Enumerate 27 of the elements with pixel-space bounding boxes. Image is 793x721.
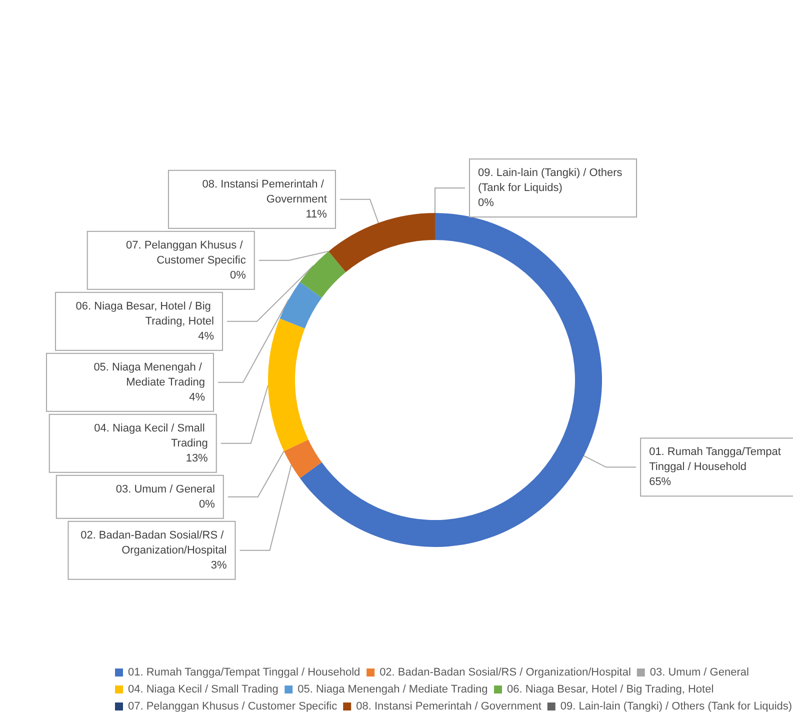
category-label: 09. Lain-lain (Tangki) / Others (Tank for Liquids): [478, 167, 622, 194]
legend-label: 06. Niaga Besar, Hotel / Big Trading, Hotel: [506, 684, 714, 696]
legend-label: 02. Badan-Badan Sosial/RS / Organization/Hospital: [380, 666, 631, 678]
category-label: 03. Umum / General: [116, 483, 215, 496]
legend-label: 09. Lain-lain (Tangki) / Others (Tank for Liquids): [560, 700, 792, 712]
data-label: 4%: [189, 391, 206, 404]
slice-label: 02. Badan-Badan Sosial/RS / Organization/Hospital: [80, 529, 227, 556]
legend-label: 08. Instansi Pemerintah / Government: [356, 700, 542, 712]
data-label: 3%: [210, 559, 227, 572]
slice-label: 04. Niaga Kecil / Small Trading: [94, 422, 208, 450]
legend-label: 07. Pelanggan Khusus / Customer Specific: [128, 700, 338, 712]
slice-label: 05. Niaga Menengah / Mediate Trading: [94, 361, 206, 388]
legend-label: 05. Niaga Menengah / Mediate Trading: [298, 684, 488, 696]
legend-label: 04. Niaga Kecil / Small Trading: [128, 684, 278, 696]
data-label: 65%: [649, 476, 672, 488]
legend-label: 03. Umum / General: [650, 666, 749, 678]
slice-label: 06. Niaga Besar, Hotel / Big Trading, Hotel: [76, 300, 214, 328]
text: 0%: [230, 269, 246, 282]
category-label: 07. Pelanggan Khusus / Customer Specific: [126, 239, 246, 266]
slice-label: 08. Instansi Pemerintah / Government: [202, 178, 327, 206]
data-label: 13%: [186, 452, 208, 464]
legend-label: 01. Rumah Tangga/Tempat Tinggal / Household: [128, 666, 360, 678]
data-label: 4%: [198, 330, 214, 342]
slice-label: 01. Rumah Tangga/Tempat Tinggal / Household: [649, 446, 784, 474]
data-label: 11%: [306, 208, 328, 220]
text: 0%: [478, 197, 494, 209]
text: 0%: [199, 498, 215, 510]
